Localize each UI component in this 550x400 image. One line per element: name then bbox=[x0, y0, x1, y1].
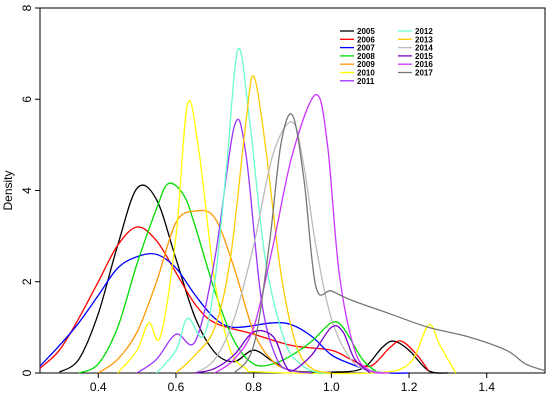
legend-label-2014: 2014 bbox=[415, 44, 433, 53]
density-line-2007 bbox=[39, 252, 410, 374]
legend-label-2016: 2016 bbox=[415, 60, 433, 69]
density-line-2006 bbox=[39, 226, 430, 372]
density-line-2014 bbox=[195, 121, 390, 374]
density-line-2016 bbox=[214, 94, 390, 374]
density-line-2013 bbox=[175, 75, 332, 374]
x-tick-label-0.4: 0.4 bbox=[90, 380, 107, 394]
legend-label-2011: 2011 bbox=[357, 77, 375, 86]
density-line-2011 bbox=[136, 118, 312, 374]
density-line-2015 bbox=[195, 325, 371, 374]
density-line-2009 bbox=[97, 209, 312, 374]
y-tick-label-2: 2 bbox=[20, 278, 34, 285]
legend-label-2007: 2007 bbox=[357, 44, 375, 53]
y-tick-label-6: 6 bbox=[20, 96, 34, 103]
legend-label-2009: 2009 bbox=[357, 60, 375, 69]
plot-border bbox=[39, 7, 546, 374]
legend-label-2012: 2012 bbox=[415, 27, 433, 36]
y-axis-label: Density bbox=[1, 170, 15, 210]
legend-label-2005: 2005 bbox=[357, 27, 375, 36]
legend-label-2006: 2006 bbox=[357, 35, 375, 44]
density-line-2012 bbox=[156, 47, 332, 374]
y-tick-label-4: 4 bbox=[20, 187, 34, 194]
y-tick-label-8: 8 bbox=[20, 4, 34, 11]
density-line-2008 bbox=[78, 182, 379, 374]
legend-label-2017: 2017 bbox=[415, 69, 433, 78]
density-line-2010 bbox=[117, 100, 457, 375]
x-tick-label-1.4: 1.4 bbox=[478, 380, 495, 394]
x-tick-label-1.0: 1.0 bbox=[323, 380, 340, 394]
x-tick-label-0.8: 0.8 bbox=[245, 380, 262, 394]
legend-label-2010: 2010 bbox=[357, 69, 375, 78]
x-tick-label-1.2: 1.2 bbox=[401, 380, 418, 394]
density-line-2017 bbox=[233, 113, 546, 374]
legend-label-2008: 2008 bbox=[357, 52, 375, 61]
legend-label-2013: 2013 bbox=[415, 35, 433, 44]
y-tick-label-0: 0 bbox=[20, 369, 34, 376]
legend-label-2015: 2015 bbox=[415, 52, 433, 61]
x-tick-label-0.6: 0.6 bbox=[168, 380, 185, 394]
